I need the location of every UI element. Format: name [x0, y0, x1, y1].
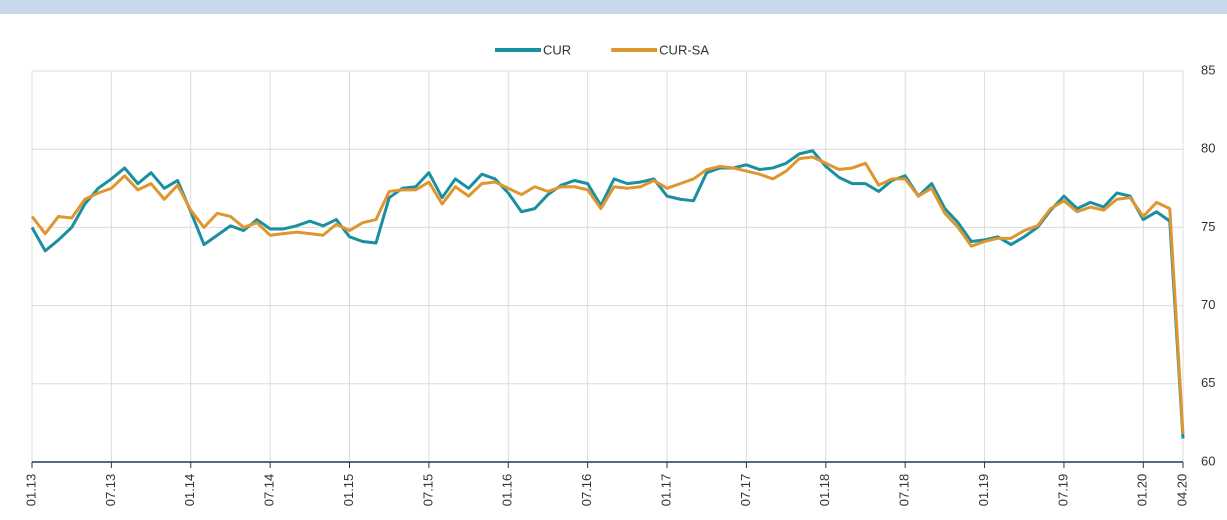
- x-tick-label: 04.20: [1174, 474, 1189, 507]
- legend-label: CUR-SA: [659, 42, 709, 57]
- y-tick-label: 65: [1201, 375, 1215, 390]
- x-tick-label: 07.15: [420, 474, 435, 507]
- x-tick-label: 01.16: [500, 474, 515, 507]
- x-tick-label: 07.16: [579, 474, 594, 507]
- legend-label: CUR: [543, 42, 571, 57]
- x-tick-label: 07.13: [103, 474, 118, 507]
- y-tick-label: 70: [1201, 297, 1215, 312]
- x-tick-label: 01.15: [341, 474, 356, 507]
- x-tick-label: 07.19: [1055, 474, 1070, 507]
- y-tick-label: 75: [1201, 219, 1215, 234]
- x-tick-label: 07.14: [262, 474, 277, 507]
- line-series: [30, 155, 1185, 434]
- x-tick-label: 01.17: [658, 474, 673, 507]
- y-tick-label: 85: [1201, 62, 1215, 77]
- line-series: [30, 149, 1185, 439]
- x-tick-label: 01.19: [976, 474, 991, 507]
- x-tick-label: 01.14: [182, 474, 197, 507]
- header-bar: [0, 0, 1227, 14]
- x-tick-label: 01.20: [1135, 474, 1150, 507]
- x-tick-label: 07.17: [738, 474, 753, 507]
- y-tick-label: 60: [1201, 453, 1215, 468]
- y-tick-label: 80: [1201, 141, 1215, 156]
- x-tick-label: 01.13: [23, 474, 38, 507]
- x-tick-label: 07.18: [897, 474, 912, 507]
- x-tick-label: 01.18: [817, 474, 832, 507]
